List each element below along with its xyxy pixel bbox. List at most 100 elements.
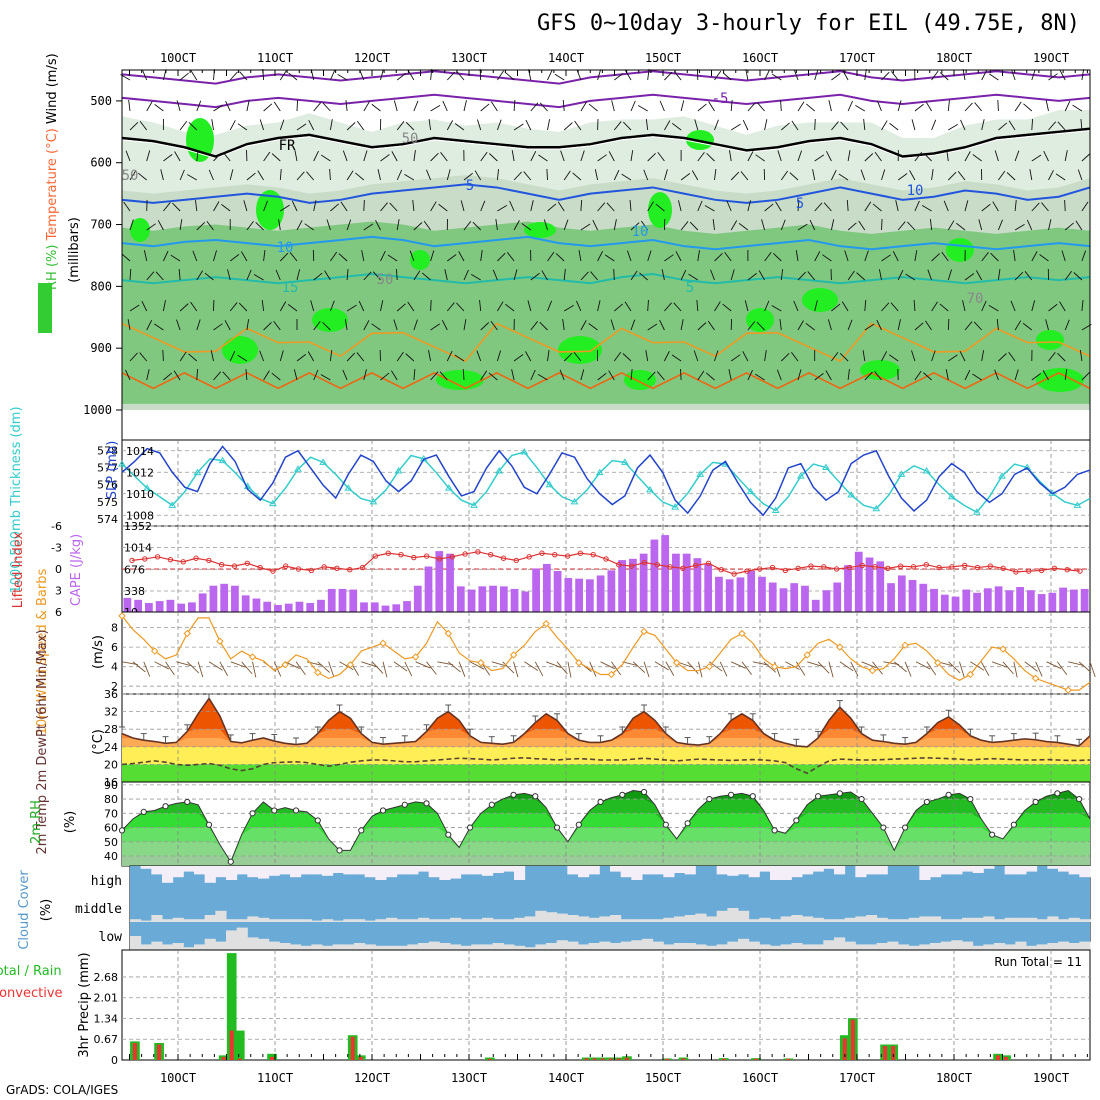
wind-barb [1048, 73, 1058, 81]
li-label: Lifted Index [11, 531, 26, 608]
cloud-cover-bar [418, 917, 430, 922]
wind-barb [162, 300, 166, 312]
wind-barb [296, 171, 305, 181]
wind-barb [271, 153, 281, 162]
wind-barb [847, 369, 850, 381]
wind-barb [1057, 352, 1066, 362]
wind-barb [396, 72, 407, 81]
li-marker [821, 564, 827, 570]
wind10m-barb [991, 661, 1008, 668]
wind-barb [629, 200, 632, 212]
wind-barb [897, 269, 904, 281]
cloud-cover-bar [300, 866, 312, 875]
wind-barb [1010, 300, 1016, 312]
wind-barb [998, 170, 1006, 181]
cloud-cover-bar [706, 945, 718, 950]
li-marker [193, 555, 199, 561]
cloud-cover-bar [770, 945, 782, 950]
contour-label: 10 [277, 240, 294, 256]
cloud-cover-bar [866, 866, 878, 875]
wind-barb [527, 300, 532, 312]
wind-barb [1024, 271, 1033, 281]
cloud-cover-bar [823, 919, 835, 922]
cloud-cover-bar [386, 945, 398, 950]
wind-barb [948, 123, 958, 131]
cape-bar [123, 597, 132, 612]
wind-barb [239, 71, 248, 81]
wind-barb [129, 352, 138, 362]
temp-tick-label: 24 [104, 741, 118, 754]
wind-barb [921, 204, 932, 212]
wind-barb [773, 253, 782, 262]
wind-barb [480, 370, 488, 381]
wind-barb [454, 123, 465, 131]
wind-barb [697, 250, 700, 262]
wind-barb [195, 200, 198, 212]
wind-barb [513, 269, 518, 281]
wind-barb [173, 370, 181, 381]
rh-marker [466, 824, 474, 831]
wind-barb [488, 372, 498, 381]
thickness-marker [168, 501, 177, 508]
wind-barb [496, 119, 502, 131]
wind-barb [129, 219, 134, 231]
cape-bar [489, 585, 497, 612]
top-date-label: 17OCT [839, 51, 875, 65]
wind-barb [146, 319, 153, 331]
wind-barb [830, 219, 835, 231]
rh-marker [989, 831, 996, 838]
wind-barb [547, 300, 553, 312]
wind-barb [129, 122, 139, 131]
wind-barb [380, 69, 384, 81]
wind-barb [513, 123, 524, 131]
cloud-cover-bar [439, 866, 451, 880]
contour-label: -5 [712, 91, 729, 107]
wind-barb [580, 150, 585, 162]
wind-barb [779, 319, 782, 331]
wind-barb [697, 200, 703, 212]
cloud-cover-bar [812, 944, 824, 950]
wind-barb [229, 169, 234, 181]
li-marker [1000, 565, 1006, 571]
wind-barb [1041, 202, 1049, 212]
cloud-cover-bar [962, 866, 974, 872]
wind-barb [672, 123, 682, 131]
wind10m-marker [836, 643, 844, 651]
wind-barb [441, 319, 448, 331]
cape-bar [833, 582, 842, 612]
wind-barb [396, 351, 404, 362]
cloud-cover-bar [236, 919, 248, 922]
precip-convective-bar [721, 1058, 726, 1060]
wind-barb [771, 305, 782, 312]
wind-barb [563, 304, 574, 312]
wind10m-barb [328, 661, 335, 678]
cloud-cover-bar [482, 944, 494, 950]
cloud-level-label: middle [75, 902, 122, 917]
wind10m-barb [208, 661, 223, 671]
temp-tick-label: 36 [104, 688, 118, 701]
wind-barb [1081, 201, 1089, 212]
contour-label: 50 [377, 272, 394, 288]
precip-legend-total: Total / Rain [0, 964, 62, 979]
cloud-cover-bar [567, 941, 579, 950]
wind-barb [780, 219, 786, 231]
wind-barb [304, 223, 314, 231]
wind10m-marker [183, 629, 191, 638]
wind-barb [657, 151, 665, 162]
cloud-cover-bar [1047, 916, 1059, 922]
cloud-cover-bar [620, 919, 632, 922]
wind-barb [229, 254, 240, 262]
wind-barb [208, 169, 214, 181]
cloud-cover-bar [1079, 919, 1091, 922]
cloud-cover-bar [140, 944, 152, 950]
wind-barb [647, 201, 654, 212]
wind-barb [528, 69, 532, 81]
wind-barb [1039, 254, 1049, 262]
thickness-marker [193, 468, 202, 476]
cloud-cover-bar [802, 916, 814, 922]
cape-bar [295, 601, 304, 612]
wind-barb [641, 220, 649, 231]
wind-barb [572, 172, 582, 181]
precip-convective-bar [665, 1058, 670, 1060]
